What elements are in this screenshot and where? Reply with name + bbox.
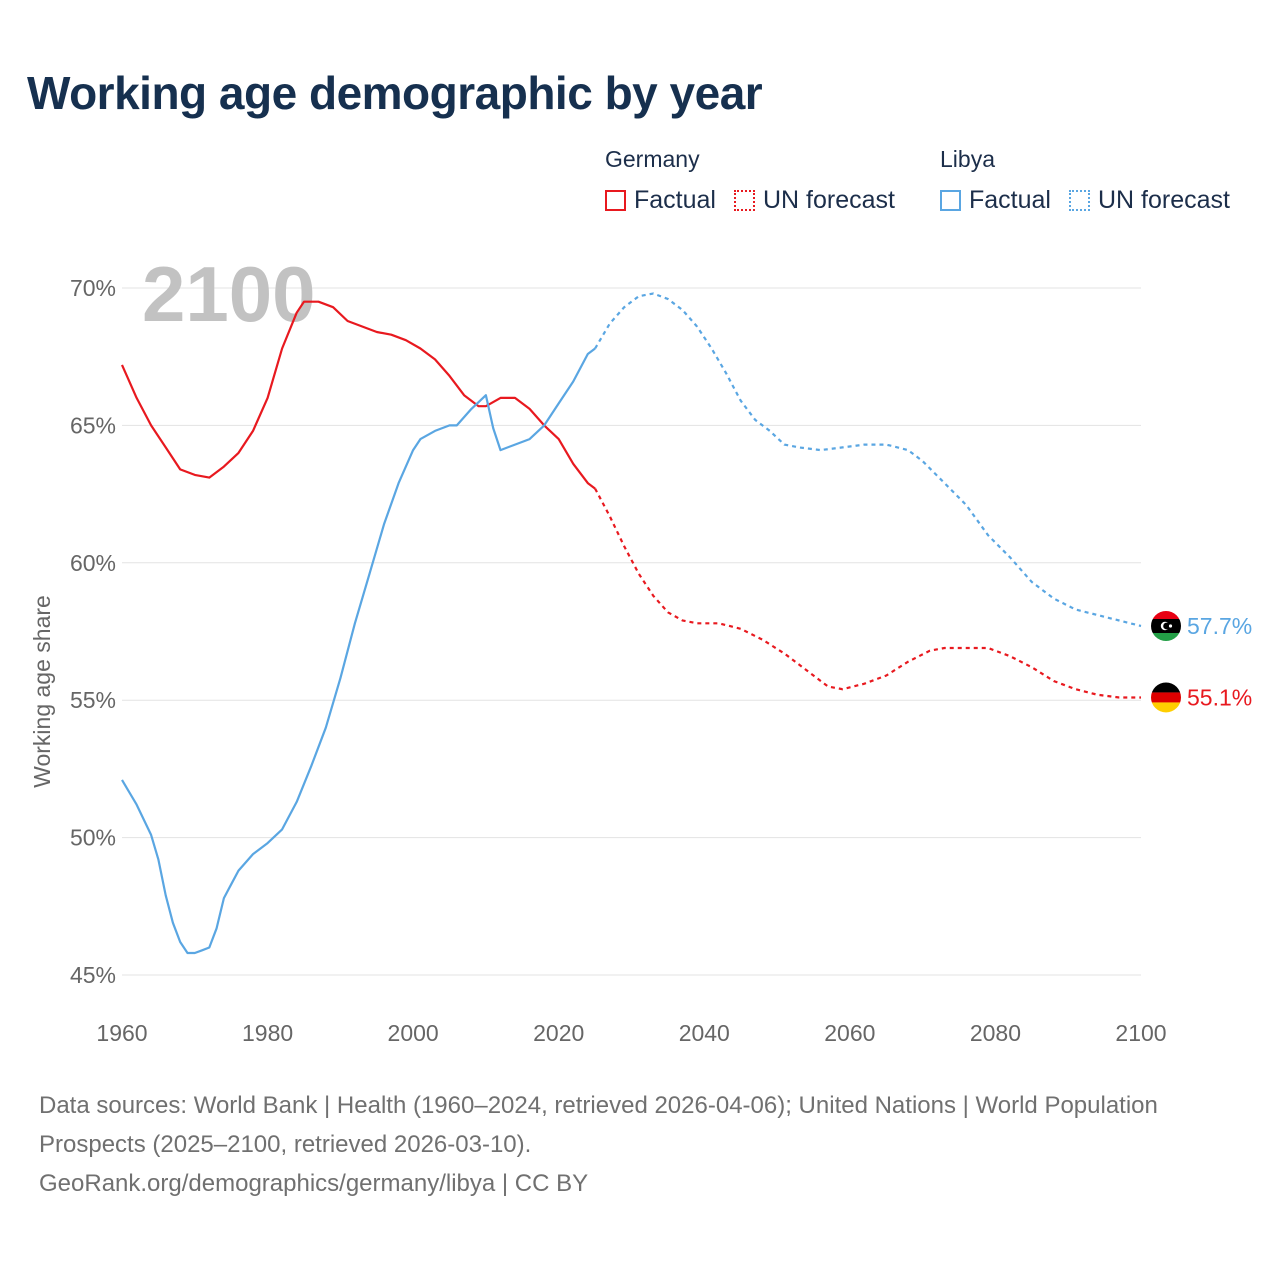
y-tick-label: 55% [70, 687, 116, 713]
germany-flag-icon [1151, 682, 1181, 713]
x-tick-label: 2040 [679, 1020, 730, 1046]
footer-sources: Data sources: World Bank | Health (1960–… [39, 1092, 1158, 1158]
y-tick-label: 70% [70, 275, 116, 301]
x-tick-label: 2080 [970, 1020, 1021, 1046]
year-watermark: 2100 [142, 250, 316, 338]
legend-germany-forecast[interactable]: UN forecast [733, 185, 895, 215]
series-line-libya-forecast [594, 292, 1142, 628]
flag-stripe-red [1151, 611, 1181, 620]
x-tick-label: 1980 [242, 1020, 293, 1046]
y-tick-label: 45% [70, 962, 116, 988]
x-tick-label: 2060 [824, 1020, 875, 1046]
flag-stripe-black [1151, 682, 1181, 693]
legend-germany: Germany Factual UN forecast [605, 142, 913, 218]
footer: Data sources: World Bank | Health (1960–… [39, 1086, 1219, 1203]
legend-libya-factual[interactable]: Factual [940, 186, 1051, 215]
y-tick-label: 60% [70, 550, 116, 576]
legend-germany-factual[interactable]: Factual [605, 186, 716, 215]
y-axis-label: Working age share [29, 595, 55, 788]
flag-stripe-gold [1151, 702, 1181, 713]
legend-germany-factual-swatch [605, 189, 626, 211]
legend-germany-forecast-label: UN forecast [762, 185, 895, 214]
legend-germany-factual-label: Factual [634, 185, 716, 214]
y-tick-label: 65% [70, 412, 116, 438]
end-label-germany: 55.1% [1187, 684, 1252, 710]
legend-libya: Libya Factual UN forecast [940, 142, 1248, 218]
series-line-libya-factual [121, 347, 596, 955]
libya-flag-icon [1151, 611, 1181, 642]
legend-libya-factual-swatch [940, 189, 961, 211]
x-tick-label: 1960 [96, 1020, 147, 1046]
flag-crescent-inner [1163, 622, 1170, 630]
legend-libya-name: Libya [940, 146, 995, 172]
x-tick-label: 2100 [1115, 1020, 1166, 1046]
legend-libya-forecast-swatch [1068, 189, 1090, 211]
x-tick-label: 2000 [388, 1020, 439, 1046]
end-label-libya: 57.7% [1187, 613, 1252, 639]
y-tick-label: 50% [70, 825, 116, 851]
legend-libya-factual-label: Factual [969, 185, 1051, 214]
x-tick-label: 2020 [533, 1020, 584, 1046]
series-line-germany-factual [120, 300, 596, 490]
legend-germany-name: Germany [605, 146, 700, 172]
chart-title: Working age demographic by year [27, 67, 763, 119]
legend-libya-forecast[interactable]: UN forecast [1068, 185, 1230, 215]
series-line-germany-forecast [594, 488, 1141, 699]
legend-germany-forecast-swatch [733, 189, 755, 211]
flag-stripe-red [1151, 692, 1181, 703]
flag-stripe-green [1151, 633, 1181, 642]
flag-star [1168, 624, 1173, 628]
legend-libya-forecast-label: UN forecast [1097, 185, 1230, 214]
footer-link[interactable]: GeoRank.org/demographics/germany/libya |… [39, 1170, 589, 1197]
